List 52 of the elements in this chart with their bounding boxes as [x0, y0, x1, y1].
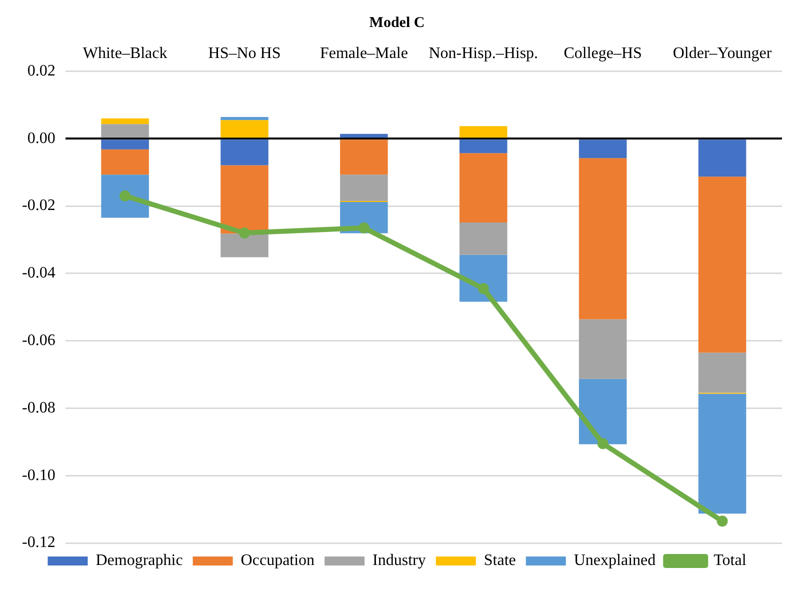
y-tick-label: -0.12: [22, 534, 56, 552]
x-tick-label: White–Black: [82, 44, 168, 62]
bar: [220, 140, 268, 166]
bar: [698, 140, 746, 177]
point: [120, 190, 131, 202]
bar: [220, 234, 268, 258]
bar: [340, 140, 388, 175]
bar: [698, 352, 746, 393]
bar: [220, 117, 268, 120]
bar: [698, 176, 746, 353]
bar: [101, 149, 149, 175]
legend-label: Occupation: [240, 552, 315, 570]
legend-label: Total: [714, 552, 747, 570]
point: [597, 438, 608, 450]
bar: [460, 140, 508, 154]
bar: [460, 153, 508, 223]
x-tick-label: Female–Male: [320, 44, 408, 62]
bar: [340, 134, 388, 138]
x-tick-label: HS–No HS: [208, 44, 281, 62]
bar: [101, 118, 149, 124]
bar: [578, 158, 627, 320]
y-tick-label: -0.06: [22, 332, 56, 350]
y-tick-label: -0.04: [22, 264, 56, 282]
legend-label: Industry: [372, 552, 426, 570]
legend-label: Unexplained: [574, 552, 656, 570]
bar: [698, 394, 746, 514]
y-tick-label: -0.08: [22, 399, 56, 416]
bar: [340, 174, 388, 201]
bar: [578, 140, 627, 158]
bar: [460, 222, 508, 255]
legend-label: State: [484, 552, 516, 570]
bar: [220, 120, 268, 138]
point: [716, 516, 728, 527]
bar: [460, 126, 508, 138]
y-tick-label: 0.02: [27, 62, 56, 80]
point: [358, 222, 370, 234]
y-tick-label: 0.00: [27, 130, 56, 147]
bar: [101, 140, 149, 150]
legend-label: Demographic: [96, 552, 183, 570]
bar: [578, 378, 627, 444]
point: [238, 227, 250, 238]
bar: [101, 174, 149, 218]
x-tick-label: Non-Hisp.–Hisp.: [428, 44, 538, 62]
y-tick-label: -0.02: [22, 197, 56, 214]
chart-title: Model C: [369, 14, 425, 31]
point: [478, 283, 489, 294]
bar: [220, 165, 268, 234]
x-tick-label: Older–Younger: [672, 44, 772, 62]
y-tick-label: -0.10: [22, 466, 56, 484]
x-tick-label: College–HS: [564, 44, 642, 62]
bar: [101, 124, 149, 138]
bar: [578, 319, 627, 379]
